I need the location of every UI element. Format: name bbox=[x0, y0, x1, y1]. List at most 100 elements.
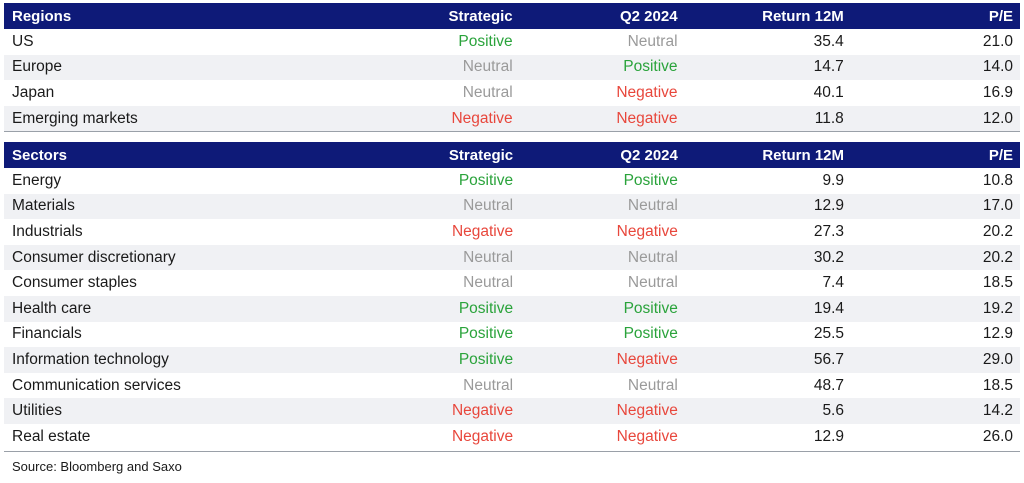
pe-value: 21.0 bbox=[982, 32, 1013, 50]
strategic-rating: Positive bbox=[309, 347, 514, 373]
sectors-header-return: Return 12M bbox=[677, 142, 844, 168]
row-name: Real estate bbox=[12, 427, 91, 445]
strategic-rating: Positive bbox=[309, 295, 514, 322]
regions-header-pe: P/E bbox=[843, 3, 1020, 29]
strategic-rating: Neutral bbox=[462, 83, 513, 101]
return-12m-value: 5.6 bbox=[677, 398, 844, 424]
pe-value: 19.2 bbox=[844, 295, 1020, 322]
q2-rating: Positive bbox=[513, 295, 678, 322]
pe-value: 26.0 bbox=[982, 427, 1013, 445]
pe-value: 20.2 bbox=[982, 222, 1013, 240]
sectors-header-name: Sectors bbox=[4, 142, 310, 168]
row-name: Emerging markets bbox=[4, 105, 309, 132]
table-row: Utilities Negative Negative 5.6 14.2 bbox=[4, 398, 1020, 424]
sectors-header-pe: P/E bbox=[844, 142, 1020, 168]
strategic-rating: Neutral bbox=[463, 376, 514, 394]
row-name: Europe bbox=[4, 54, 309, 81]
strategic-rating: Neutral bbox=[309, 193, 514, 220]
q2-rating: Positive bbox=[623, 325, 678, 343]
return-12m-value: 12.9 bbox=[677, 193, 844, 220]
pe-value: 20.2 bbox=[844, 244, 1020, 271]
strategic-rating: Negative bbox=[451, 427, 514, 445]
table-row: Information technology Positive Negative 56… bbox=[4, 347, 1020, 373]
return-12m-value: 14.7 bbox=[677, 54, 844, 81]
row-name: Health care bbox=[4, 295, 310, 322]
table-row: Real estate Negative Negative 12.9 26.0 bbox=[4, 424, 1020, 450]
regions-header-q2: Q2 2024 bbox=[512, 3, 678, 29]
sectors-body: Energy Positive Positive 9.9 10.8 Materials Ne… bbox=[4, 168, 1020, 450]
pe-value: 12.0 bbox=[843, 105, 1020, 132]
q2-rating: Negative bbox=[512, 105, 678, 132]
pe-value: 14.2 bbox=[844, 398, 1020, 424]
pe-value: 14.0 bbox=[843, 54, 1020, 81]
q2-rating: Positive bbox=[512, 54, 678, 81]
strategic-rating: Positive bbox=[458, 32, 513, 50]
strategic-rating: Neutral bbox=[463, 274, 514, 292]
pe-value: 16.9 bbox=[982, 83, 1013, 101]
return-12m-value: 12.9 bbox=[813, 427, 844, 445]
strategic-rating: Negative bbox=[308, 105, 513, 132]
row-name: Materials bbox=[4, 193, 310, 220]
regions-bottom-rule bbox=[4, 131, 1020, 132]
pe-value: 29.0 bbox=[844, 347, 1020, 373]
q2-rating: Negative bbox=[616, 222, 678, 240]
return-12m-value: 40.1 bbox=[813, 83, 844, 101]
return-12m-value: 11.8 bbox=[677, 105, 844, 132]
q2-rating: Neutral bbox=[627, 376, 678, 394]
sectors-table: Sectors Strategic Q2 2024 Return 12M P/E… bbox=[4, 142, 1020, 450]
pe-value: 18.5 bbox=[982, 376, 1013, 394]
row-name: Consumer staples bbox=[12, 274, 137, 292]
row-name: Consumer discretionary bbox=[4, 244, 310, 271]
table-row: Materials Neutral Neutral 12.9 17.0 bbox=[4, 193, 1020, 220]
return-12m-value: 27.3 bbox=[813, 222, 844, 240]
strategic-rating: Negative bbox=[309, 398, 514, 424]
regions-header-strategic: Strategic bbox=[308, 3, 513, 29]
row-name: Communication services bbox=[12, 376, 181, 394]
strategic-rating: Positive bbox=[458, 325, 514, 343]
table-row: Consumer discretionary Neutral Neutral 30.2… bbox=[4, 244, 1020, 271]
strategic-rating: Positive bbox=[458, 171, 514, 189]
strategic-rating: Neutral bbox=[309, 244, 514, 271]
pe-value: 12.9 bbox=[982, 325, 1013, 343]
return-12m-value: 48.7 bbox=[813, 376, 844, 394]
row-name: Japan bbox=[12, 83, 55, 101]
table-row: Industrials Negative Negative 27.3 20.2 bbox=[4, 219, 1020, 245]
pe-value: 10.8 bbox=[982, 171, 1013, 189]
q2-rating: Negative bbox=[513, 347, 678, 373]
return-12m-value: 25.5 bbox=[813, 325, 844, 343]
table-row: Communication services Neutral Neutral 48.7… bbox=[4, 373, 1020, 399]
q2-rating: Neutral bbox=[627, 274, 678, 292]
regions-header-return: Return 12M bbox=[677, 3, 844, 29]
row-name: Financials bbox=[12, 325, 82, 343]
row-name: US bbox=[12, 32, 34, 50]
table-row: Health care Positive Positive 19.4 19.2 bbox=[4, 295, 1020, 322]
sectors-bottom-rule bbox=[4, 451, 1020, 452]
pe-value: 17.0 bbox=[844, 193, 1020, 220]
regions-header-name: Regions bbox=[4, 3, 309, 29]
q2-rating: Neutral bbox=[627, 32, 678, 50]
table-row: Consumer staples Neutral Neutral 7.4 18.5 bbox=[4, 270, 1020, 296]
row-name: Information technology bbox=[4, 347, 310, 373]
table-row: Japan Neutral Negative 40.1 16.9 bbox=[4, 80, 1020, 106]
source-note: Source: Bloomberg and Saxo bbox=[12, 459, 182, 474]
row-name: Industrials bbox=[12, 222, 83, 240]
q2-rating: Neutral bbox=[513, 244, 678, 271]
return-12m-value: 30.2 bbox=[677, 244, 844, 271]
q2-rating: Positive bbox=[623, 171, 678, 189]
table-row: US Positive Neutral 35.4 21.0 bbox=[4, 29, 1020, 55]
row-name: Utilities bbox=[4, 398, 310, 424]
strategic-rating: Negative bbox=[451, 222, 514, 240]
regions-table: Regions Strategic Q2 2024 Return 12M P/E… bbox=[4, 3, 1020, 132]
sectors-header-q2: Q2 2024 bbox=[513, 142, 678, 168]
table-row: Financials Positive Positive 25.5 12.9 bbox=[4, 322, 1020, 348]
table-row: Europe Neutral Positive 14.7 14.0 bbox=[4, 54, 1020, 81]
return-12m-value: 19.4 bbox=[677, 295, 844, 322]
strategic-rating: Neutral bbox=[308, 54, 513, 81]
q2-rating: Negative bbox=[513, 398, 678, 424]
table-row: Energy Positive Positive 9.9 10.8 bbox=[4, 168, 1020, 194]
regions-body: US Positive Neutral 35.4 21.0 Europe Neutral Po… bbox=[4, 29, 1020, 132]
q2-rating: Negative bbox=[616, 83, 678, 101]
q2-rating: Negative bbox=[616, 427, 678, 445]
table-row: Emerging markets Negative Negative 11.8 12.0 bbox=[4, 105, 1020, 132]
